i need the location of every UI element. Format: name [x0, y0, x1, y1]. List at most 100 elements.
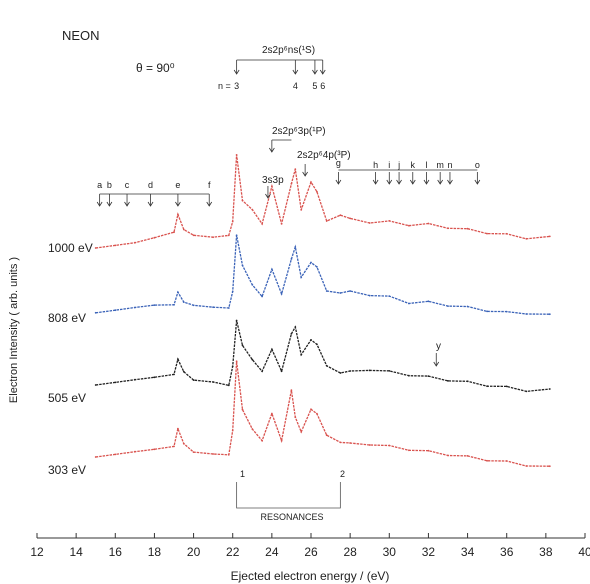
series-label-808: 808 eV — [48, 311, 86, 325]
series-point — [505, 385, 508, 388]
series-point — [280, 223, 283, 225]
series-point — [231, 429, 234, 432]
x-tick-label: 36 — [500, 545, 514, 559]
series-point — [227, 307, 230, 309]
series-point — [339, 441, 342, 444]
x-axis-title: Ejected electron energy / (eV) — [231, 569, 390, 583]
marker-letter: e — [175, 180, 180, 190]
series-point — [310, 181, 312, 184]
series-point — [325, 220, 328, 222]
marker-arrowhead — [335, 179, 342, 185]
series-point — [227, 234, 230, 237]
series-point — [134, 241, 136, 244]
series-point — [280, 293, 283, 295]
marker-letter: i — [388, 160, 390, 170]
marker-arrowhead — [96, 201, 103, 207]
marker-arrowhead — [423, 179, 430, 185]
series-point — [447, 380, 449, 382]
series-point — [251, 208, 254, 211]
series-point — [94, 384, 97, 386]
series-point — [294, 326, 297, 328]
series-point — [427, 222, 430, 225]
series-point — [134, 378, 136, 381]
n-equals-label: n = — [218, 81, 231, 91]
marker-arrowhead — [437, 179, 444, 185]
series-point — [182, 442, 185, 445]
x-tick-label: 24 — [265, 545, 279, 559]
series-point — [290, 389, 293, 392]
series-point — [177, 358, 179, 361]
marker-arrowhead — [233, 69, 240, 75]
series-point — [316, 190, 318, 193]
marker-arrowhead — [319, 69, 326, 75]
series-point — [153, 236, 156, 239]
resonance-1-label: 1 — [240, 469, 245, 479]
series-point — [300, 431, 303, 433]
series-point — [294, 416, 297, 419]
series-line-2 — [95, 320, 550, 393]
n-label: 5 — [312, 81, 317, 91]
series-point — [212, 306, 215, 309]
series-line-1 — [95, 235, 550, 315]
series-point — [548, 388, 551, 390]
x-tick-label: 40 — [578, 545, 590, 559]
series-point — [235, 360, 238, 363]
s3p-label: 3s3p — [262, 175, 284, 186]
series-point — [134, 450, 136, 453]
series-point — [316, 266, 318, 268]
resonance-2-label: 2 — [340, 469, 345, 479]
series-point — [192, 379, 195, 381]
series-point — [316, 343, 318, 346]
series-point — [212, 236, 215, 239]
x-tick-label: 12 — [30, 545, 44, 559]
series-point — [182, 301, 185, 303]
series-point — [114, 244, 117, 247]
series-point — [388, 370, 391, 372]
marker-arrowhead — [396, 179, 402, 185]
series-point — [368, 294, 371, 297]
marker-arrowhead — [474, 179, 481, 185]
series-point — [486, 310, 488, 313]
series-point — [294, 168, 297, 171]
series-point — [290, 182, 293, 185]
series-point — [153, 448, 156, 451]
series-point — [231, 290, 234, 293]
series-point — [177, 291, 179, 294]
series-point — [525, 465, 528, 467]
marker-letter: b — [107, 180, 112, 190]
series-point — [368, 222, 371, 224]
series-point — [447, 454, 449, 457]
series-point — [251, 358, 254, 361]
series-point — [251, 428, 254, 430]
marker-arrowhead — [175, 201, 181, 207]
series-point — [114, 309, 117, 312]
marker-arrowhead — [106, 201, 113, 207]
series-point — [325, 364, 328, 367]
series-point — [525, 313, 528, 315]
x-tick-label: 30 — [383, 545, 397, 559]
marker-letter: c — [125, 180, 130, 190]
series-point — [182, 228, 185, 231]
n-label: 3 — [234, 81, 239, 91]
series-point — [241, 408, 244, 411]
series-point — [212, 381, 215, 383]
series-label-505: 505 eV — [48, 391, 86, 405]
x-tick-label: 22 — [226, 545, 240, 559]
p4-label: 2s2p⁶4p(³P) — [297, 150, 351, 161]
n-label: 4 — [293, 81, 298, 91]
annotations: 3 4 5 6 a b c d e f g h i j k l m n o — [96, 59, 481, 509]
series-point — [261, 295, 263, 298]
marker-arrowhead — [292, 69, 299, 75]
series-point — [192, 451, 195, 453]
series-point — [192, 304, 195, 307]
curves — [94, 154, 551, 468]
series-point — [94, 247, 97, 249]
series-point — [182, 370, 185, 373]
resonance-label: RESONANCES — [260, 512, 323, 522]
series-point — [325, 290, 328, 292]
series-point — [548, 235, 551, 238]
x-tick-label: 26 — [304, 545, 318, 559]
marker-arrowhead — [372, 179, 379, 185]
series-point — [466, 227, 469, 230]
series-point — [349, 217, 351, 220]
